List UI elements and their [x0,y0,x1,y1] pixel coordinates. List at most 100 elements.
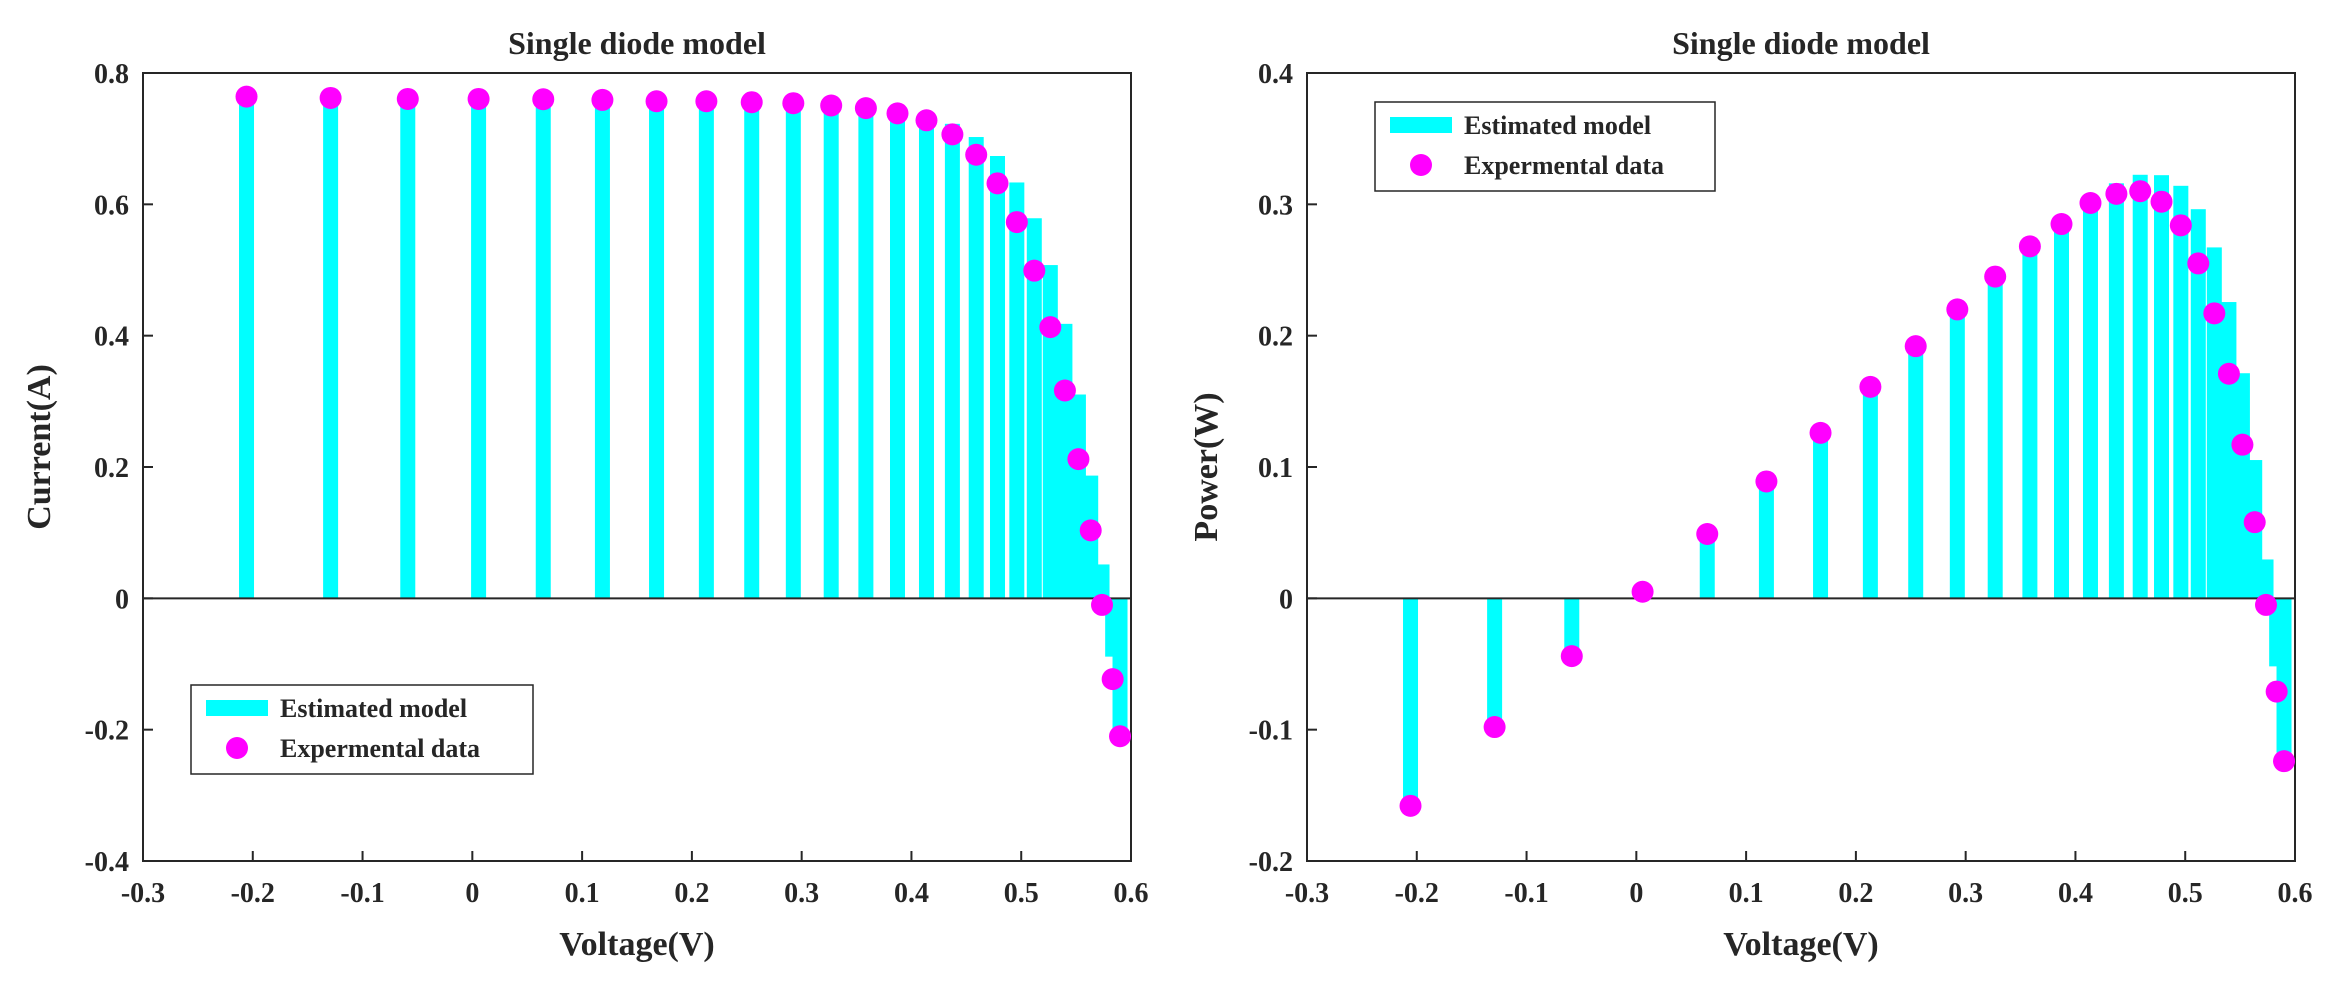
expermental-data-point [235,85,258,108]
legend-swatch-estimated-model [1390,117,1452,133]
expermental-data-point [532,88,555,111]
expermental-data-point [1946,298,1969,321]
expermental-data-point [1053,379,1076,402]
estimated-model-bar [471,97,487,599]
estimated-model-bar [239,97,255,599]
x-tick-label: 0.1 [1729,878,1764,909]
power-chart: Single diode model -0.3 -0.2 -0.1 0 0.1 0.2 0.… [1188,25,2313,963]
expermental-data-point [2187,252,2210,275]
estimated-model-bar [2173,185,2189,599]
expermental-data-point [2018,235,2041,258]
estimated-model-bar [1987,274,2003,599]
expermental-data-point [2050,213,2073,236]
expermental-data-markers [1399,180,2296,817]
estimated-model-bar [2054,219,2070,599]
x-tick-label: -0.1 [340,878,384,909]
estimated-model-bar [1112,598,1128,730]
estimated-model-bar [858,105,874,599]
expermental-data-point [2079,192,2102,215]
expermental-data-point [2203,302,2226,325]
estimated-model-bar [323,97,339,599]
expermental-data-point [2243,511,2266,534]
x-tick-label: 0.1 [565,878,600,909]
expermental-data-point [2273,750,2296,773]
expermental-data-point [915,109,938,132]
x-tick-label: 0.3 [784,878,819,909]
y-tick-label: -0.4 [85,847,129,878]
estimated-model-bar [400,97,416,599]
x-axis-label: Voltage(V) [1723,926,1879,963]
y-tick-label: 0.4 [94,322,129,353]
y-axis-label: Current(A) [21,364,58,530]
estimated-model-bar [1949,307,1965,599]
x-tick-label: 0 [465,878,479,909]
expermental-data-point [1809,421,1832,444]
estimated-model-bar [968,137,984,599]
legend-label-expermental-data: Expermental data [280,734,480,763]
expermental-data-point [1039,316,1062,339]
estimated-model-bar [1699,533,1715,599]
x-tick-label: 0.4 [894,878,929,909]
legend: Estimated model Expermental data [1374,101,1716,192]
estimated-model-bar [990,156,1006,599]
expermental-data-point [1005,211,1028,234]
expermental-data-point [1101,668,1124,691]
expermental-data-point [2265,680,2288,703]
estimated-model-bar [2206,247,2222,599]
estimated-model-bar [744,99,760,599]
y-axis-ticks: -0.2 -0.1 0 0.1 0.2 0.3 0.4 [1249,59,1317,878]
x-tick-label: -0.3 [1285,878,1329,909]
y-tick-label: -0.2 [85,716,129,747]
estimated-model-bar [890,108,906,599]
expermental-data-point [1984,265,2007,288]
expermental-data-point [1904,335,1927,358]
legend-swatch-estimated-model [206,700,268,716]
expermental-data-point [1091,593,1114,616]
expermental-data-point [1631,580,1654,603]
expermental-data-point [820,94,843,117]
expermental-data-point [941,123,964,146]
x-tick-label: -0.2 [1395,878,1439,909]
estimated-model-bar [1758,479,1774,599]
expermental-data-point [319,86,342,109]
legend-marker-expermental-data [226,737,248,759]
estimated-model-bar [944,123,960,599]
estimated-model-bar [2276,598,2292,753]
legend-box [1374,101,1716,192]
estimated-model-bar [594,98,610,599]
estimated-model-bar [649,98,665,599]
x-tick-label: 0.5 [2168,878,2203,909]
estimated-model-bar [2022,244,2038,599]
x-tick-label: 0.4 [2058,878,2093,909]
current-chart: Single diode model -0.3 -0.2 -0.1 0 0.1 0.2 0.… [21,25,1149,963]
chart-title: Single diode model [508,25,766,61]
legend-label-estimated-model: Estimated model [1464,111,1651,140]
expermental-data-point [854,97,877,120]
y-tick-label: 0.6 [94,190,129,221]
y-tick-label: -0.1 [1249,716,1293,747]
expermental-data-point [782,92,805,115]
estimated-model-bar [1862,385,1878,599]
estimated-model-bar [918,114,934,599]
y-tick-label: 0 [115,584,129,615]
expermental-data-point [467,87,490,110]
estimated-model-bar [1094,564,1110,599]
chart-title: Single diode model [1672,25,1930,61]
y-axis-ticks: -0.4 -0.2 0 0.2 0.4 0.6 0.8 [85,59,153,878]
estimated-model-bar [1042,265,1058,599]
expermental-data-point [1079,519,1102,542]
x-tick-label: 0.6 [1114,878,1149,909]
expermental-data-point [2255,593,2278,616]
expermental-data-point [965,143,988,166]
estimated-model-bar [2108,183,2124,599]
y-tick-label: 0.3 [1258,190,1293,221]
y-tick-label: 0 [1279,584,1293,615]
estimated-model-bar [1403,598,1419,805]
y-tick-label: 0.8 [94,59,129,90]
x-tick-label: -0.2 [231,878,275,909]
x-tick-label: -0.1 [1504,878,1548,909]
legend: Estimated model Expermental data [190,684,534,775]
estimated-model-bar [2082,198,2098,599]
y-tick-label: 0.2 [1258,322,1293,353]
